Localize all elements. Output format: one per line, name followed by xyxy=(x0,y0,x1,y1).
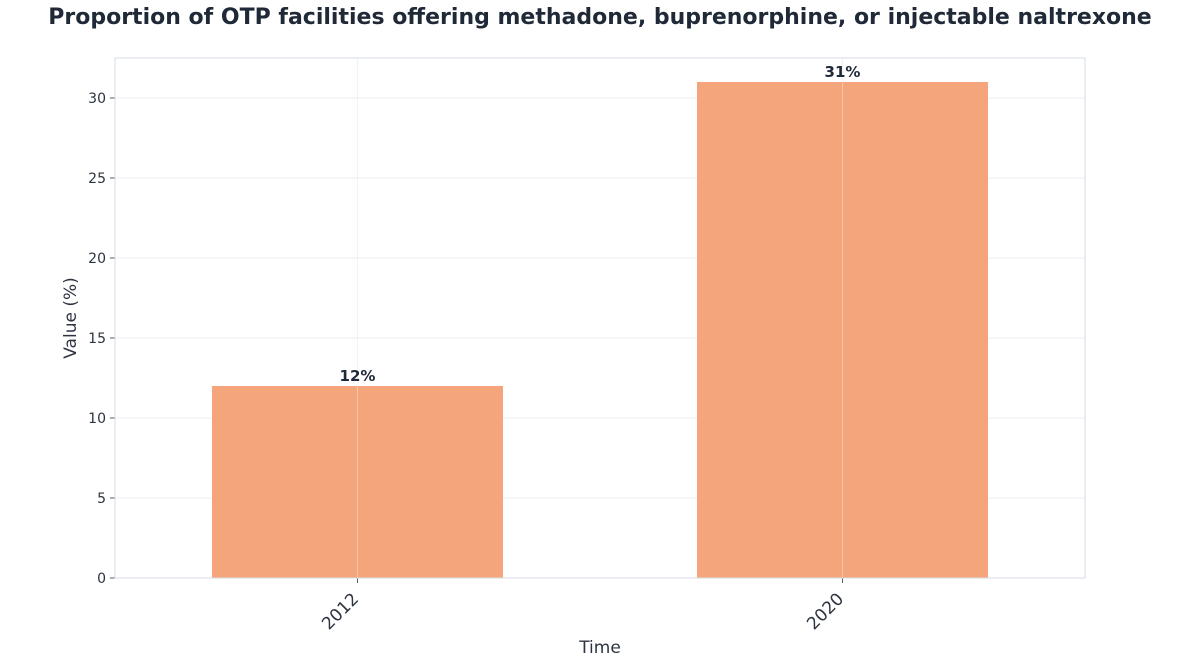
data-label-2020: 31% xyxy=(825,63,861,81)
x-tick-label: 2012 xyxy=(318,589,363,634)
x-tick-label: 2020 xyxy=(803,589,848,634)
axis-layer xyxy=(110,57,1086,583)
bar-2012 xyxy=(212,386,503,578)
y-tick-label: 10 xyxy=(88,411,106,427)
plot-frame xyxy=(114,57,1086,579)
y-tick-label: 20 xyxy=(88,251,106,267)
y-tick-label: 0 xyxy=(97,571,106,587)
chart-title: Proportion of OTP facilities offering me… xyxy=(48,5,1152,30)
y-axis-label: Value (%) xyxy=(61,277,81,359)
bar-layer xyxy=(212,82,988,578)
y-tick-label: 30 xyxy=(88,91,106,107)
bar-2020 xyxy=(697,82,988,578)
data-label-2012: 12% xyxy=(340,367,376,385)
y-tick-label: 25 xyxy=(88,171,106,187)
y-tick-label: 5 xyxy=(97,491,106,507)
x-axis-label: Time xyxy=(578,638,621,658)
y-tick-label: 15 xyxy=(88,331,106,347)
vertical-grid-layer xyxy=(357,58,843,578)
